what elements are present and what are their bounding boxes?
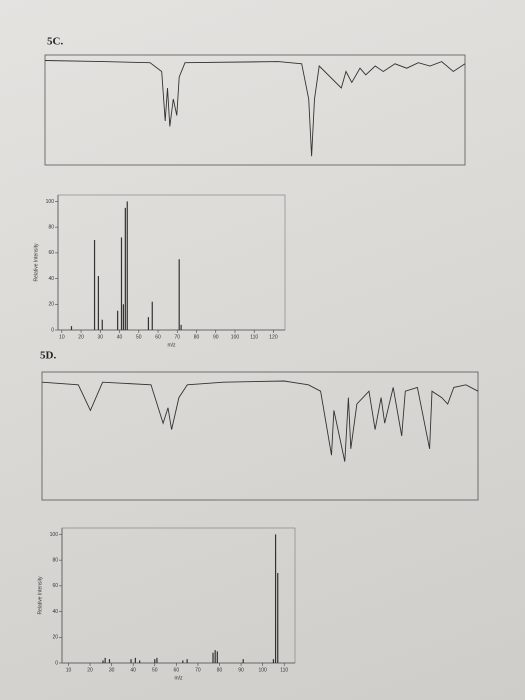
x-tick-label: 20 <box>87 667 93 673</box>
x-tick-label: 80 <box>194 334 200 340</box>
ms-peak <box>139 660 141 663</box>
x-tick-label: 100 <box>231 334 240 340</box>
spectrum-frame <box>44 54 466 166</box>
ms-peak <box>101 319 103 330</box>
section-label: 5D. <box>40 350 56 362</box>
ms-peak <box>108 659 111 663</box>
y-tick-label: 40 <box>48 276 54 282</box>
x-tick-label: 10 <box>59 334 65 340</box>
x-tick-label: 40 <box>130 667 136 673</box>
x-tick-label: 60 <box>155 334 161 340</box>
x-tick-label: 80 <box>217 667 223 673</box>
plot-frame <box>61 527 296 664</box>
spectrum-frame <box>41 371 479 501</box>
ms-peak <box>70 326 73 330</box>
ms-peak <box>272 659 275 663</box>
x-tick-label: 40 <box>117 334 123 340</box>
ms-peak <box>93 240 96 330</box>
x-tick-label: 120 <box>269 334 278 340</box>
ir-spectrum <box>41 380 479 462</box>
y-axis-label: Relative Intensity <box>33 243 39 282</box>
x-tick-label: 10 <box>66 667 72 673</box>
y-tick-label: 60 <box>48 250 54 256</box>
ms-peak <box>124 207 126 330</box>
ms-peak <box>182 660 184 663</box>
ms-peak <box>117 310 119 330</box>
y-tick-label: 40 <box>52 609 58 615</box>
x-tick-label: 70 <box>174 334 180 340</box>
ms-peak <box>212 652 214 663</box>
x-tick-label: 20 <box>78 334 84 340</box>
ms-peak <box>154 659 156 663</box>
ms-peak <box>120 237 123 330</box>
section-label: 5C. <box>47 36 63 48</box>
plot-frame <box>57 194 286 331</box>
y-tick-label: 20 <box>48 302 54 308</box>
y-tick-label: 0 <box>55 660 58 666</box>
y-tick-label: 80 <box>52 557 58 563</box>
y-tick-label: 80 <box>48 224 54 230</box>
x-tick-label: 100 <box>258 667 267 673</box>
x-tick-label: 90 <box>238 667 244 673</box>
ms-peak <box>156 657 158 663</box>
x-tick-label: 60 <box>174 667 180 673</box>
ms-peak <box>277 573 279 663</box>
ms-peak <box>147 317 150 330</box>
x-tick-label: 30 <box>98 334 104 340</box>
ms-peak <box>242 659 244 663</box>
ms-peak <box>214 650 216 663</box>
ms-peak <box>122 304 125 330</box>
ms-peak <box>97 276 99 330</box>
y-tick-label: 100 <box>46 199 55 205</box>
ms-peak <box>274 534 277 663</box>
y-axis-label: Relative Intensity <box>37 576 43 615</box>
ms-peak <box>104 657 106 663</box>
y-tick-label: 100 <box>50 532 59 538</box>
ms-peak <box>216 651 218 663</box>
x-axis-label: m/z <box>174 675 183 681</box>
ms-peak <box>186 659 188 663</box>
ms-peak <box>178 259 180 330</box>
x-tick-label: 110 <box>250 334 258 340</box>
x-tick-label: 50 <box>136 334 142 340</box>
y-tick-label: 20 <box>52 635 58 641</box>
ms-peak <box>126 201 128 330</box>
ms-peak <box>134 657 136 663</box>
x-tick-label: 50 <box>152 667 158 673</box>
ms-peak <box>180 324 182 330</box>
y-tick-label: 0 <box>51 327 54 333</box>
ms-peak <box>102 660 104 663</box>
x-axis-label: m/z <box>167 342 176 348</box>
y-tick-label: 60 <box>52 583 58 589</box>
x-tick-label: 30 <box>109 667 115 673</box>
x-tick-label: 70 <box>195 667 201 673</box>
ms-peak <box>151 301 153 330</box>
x-tick-label: 110 <box>280 667 288 673</box>
x-tick-label: 90 <box>213 334 219 340</box>
ms-peak <box>130 659 132 663</box>
ir-spectrum <box>44 60 466 157</box>
